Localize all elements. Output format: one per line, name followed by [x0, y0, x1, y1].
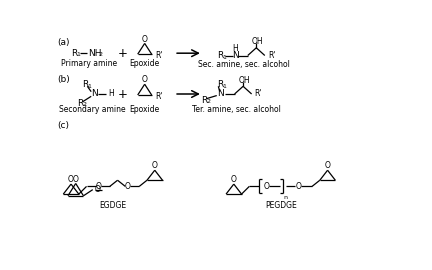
- Text: R: R: [71, 49, 77, 58]
- Text: Ter. amine, sec. alcohol: Ter. amine, sec. alcohol: [192, 105, 280, 114]
- Text: O: O: [73, 175, 79, 184]
- Text: O: O: [68, 175, 74, 184]
- Text: Epoxide: Epoxide: [130, 105, 160, 114]
- Text: H: H: [232, 44, 238, 53]
- Text: R: R: [217, 80, 223, 89]
- Text: O: O: [264, 182, 269, 191]
- Text: 1: 1: [222, 55, 226, 60]
- Text: 2: 2: [83, 102, 87, 107]
- Text: R': R': [155, 92, 162, 101]
- Text: n: n: [283, 195, 287, 200]
- Text: O: O: [295, 182, 301, 191]
- Text: 1: 1: [76, 52, 80, 57]
- Text: H: H: [108, 89, 114, 99]
- Text: R: R: [82, 80, 88, 89]
- Text: O: O: [142, 76, 148, 85]
- Text: R': R': [268, 51, 276, 60]
- Text: 1: 1: [222, 84, 226, 89]
- Text: R: R: [201, 96, 207, 105]
- Text: Sec. amine, sec. alcohol: Sec. amine, sec. alcohol: [198, 60, 290, 69]
- Text: O: O: [95, 182, 101, 191]
- Text: +: +: [117, 87, 127, 100]
- Text: O: O: [125, 182, 130, 191]
- Text: OH: OH: [239, 76, 251, 85]
- Text: Secondary amine: Secondary amine: [60, 105, 126, 114]
- Text: R': R': [255, 89, 262, 99]
- Text: 2: 2: [99, 52, 103, 57]
- Text: (c): (c): [57, 121, 69, 130]
- Text: O: O: [142, 35, 148, 44]
- Text: O: O: [152, 161, 158, 170]
- Text: 1: 1: [87, 84, 91, 89]
- Text: N: N: [91, 89, 98, 99]
- Text: R': R': [155, 51, 162, 60]
- Text: Epoxide: Epoxide: [130, 59, 160, 68]
- Text: N: N: [232, 51, 239, 60]
- Text: N: N: [217, 89, 224, 99]
- Text: PEGDGE: PEGDGE: [265, 201, 296, 210]
- Text: EGDGE: EGDGE: [99, 201, 127, 210]
- Text: O: O: [231, 175, 237, 184]
- Text: +: +: [117, 47, 127, 60]
- Text: OH: OH: [252, 37, 264, 46]
- Text: O: O: [324, 161, 330, 170]
- Text: NH: NH: [88, 49, 102, 58]
- Text: (a): (a): [57, 38, 70, 47]
- Text: (b): (b): [57, 75, 70, 84]
- Text: O: O: [95, 185, 100, 194]
- Text: 2: 2: [206, 99, 211, 104]
- Text: R: R: [77, 99, 83, 108]
- Text: R: R: [217, 51, 223, 60]
- Text: Primary amine: Primary amine: [61, 59, 117, 68]
